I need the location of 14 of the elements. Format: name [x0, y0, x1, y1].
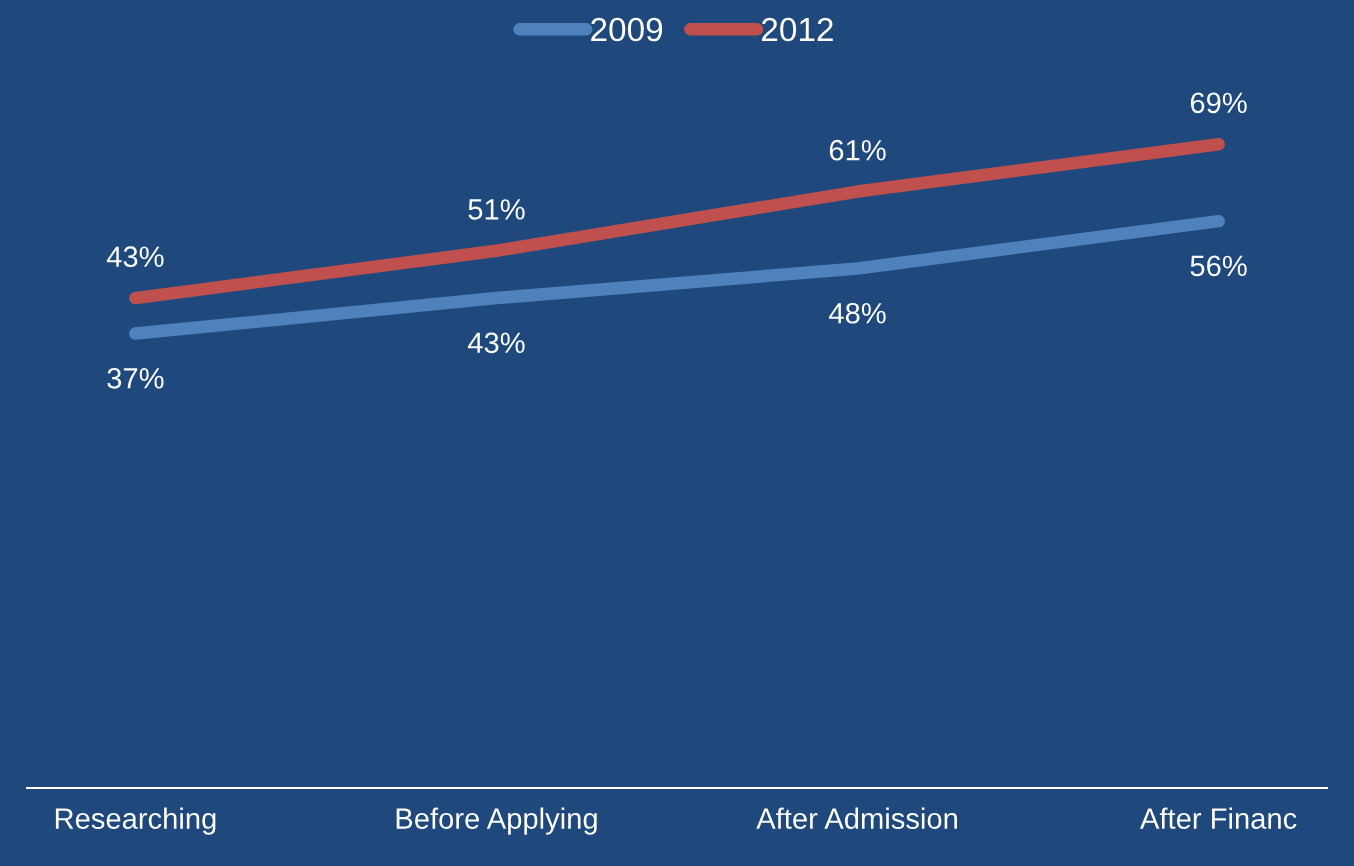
data-label: 37% — [107, 367, 164, 389]
data-label: 69% — [1190, 92, 1247, 114]
data-label: 48% — [829, 302, 886, 324]
data-label: 61% — [829, 139, 886, 161]
data-label: 43% — [467, 332, 525, 354]
x-tick-label: After Admission — [756, 807, 957, 829]
data-label: 43% — [106, 246, 164, 268]
x-tick-label: Before Applying — [396, 807, 597, 835]
data-label: 51% — [468, 199, 525, 220]
data-label: 56% — [1190, 255, 1247, 277]
legend-label: 2009 — [591, 17, 663, 42]
legend-label: 2012 — [762, 17, 833, 42]
x-tick-label: After Financ — [1140, 807, 1297, 829]
x-tick-label: Researching — [55, 807, 216, 835]
